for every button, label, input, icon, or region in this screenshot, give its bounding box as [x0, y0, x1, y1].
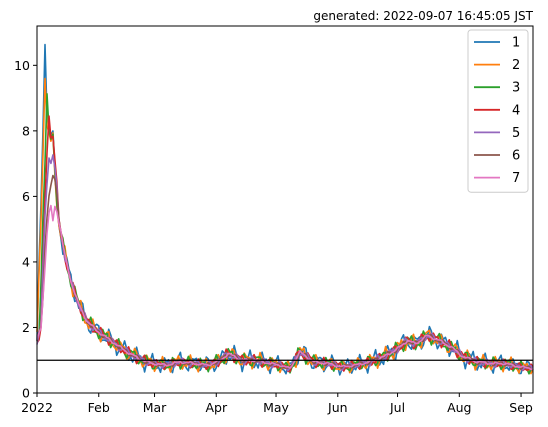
- x-tick-label: Mar: [143, 400, 167, 415]
- x-tick-label: Sep: [509, 400, 533, 415]
- legend-box: [467, 29, 529, 193]
- legend-label-1: 1: [512, 36, 520, 51]
- y-tick-label: 10: [14, 58, 30, 73]
- y-tick-label: 2: [22, 320, 30, 335]
- x-tick-label: May: [263, 400, 289, 415]
- generated-timestamp: generated: 2022-09-07 16:45:05 JST: [313, 9, 533, 23]
- plot-frame: [36, 25, 534, 394]
- x-tick-label: Jul: [389, 400, 405, 415]
- x-tick-label: Feb: [88, 400, 110, 415]
- legend-label-4: 4: [512, 103, 520, 118]
- series-line-6: [36, 174, 534, 371]
- y-tick-label: 0: [22, 386, 30, 401]
- legend-label-7: 7: [512, 171, 520, 186]
- x-tick-label: Apr: [205, 400, 227, 415]
- x-tick-label: Jun: [327, 400, 348, 415]
- legend-label-5: 5: [512, 126, 520, 141]
- legend-label-2: 2: [512, 58, 520, 73]
- axes: 0 2 4 6 8 10 2022 Feb Mar Apr May Jun Jul Aug Sep: [14, 58, 533, 415]
- legend-label-6: 6: [512, 149, 520, 164]
- y-tick-label: 6: [22, 189, 30, 204]
- legend: 1 2 3 4 5 6 7: [467, 29, 529, 193]
- series-line-7: [36, 204, 534, 371]
- y-tick-label: 8: [22, 123, 30, 138]
- x-tick-label: Aug: [447, 400, 471, 415]
- legend-label-3: 3: [512, 81, 520, 96]
- series-layer: [36, 43, 534, 376]
- y-tick-label: 4: [22, 254, 30, 269]
- x-tick-label: 2022: [21, 400, 53, 415]
